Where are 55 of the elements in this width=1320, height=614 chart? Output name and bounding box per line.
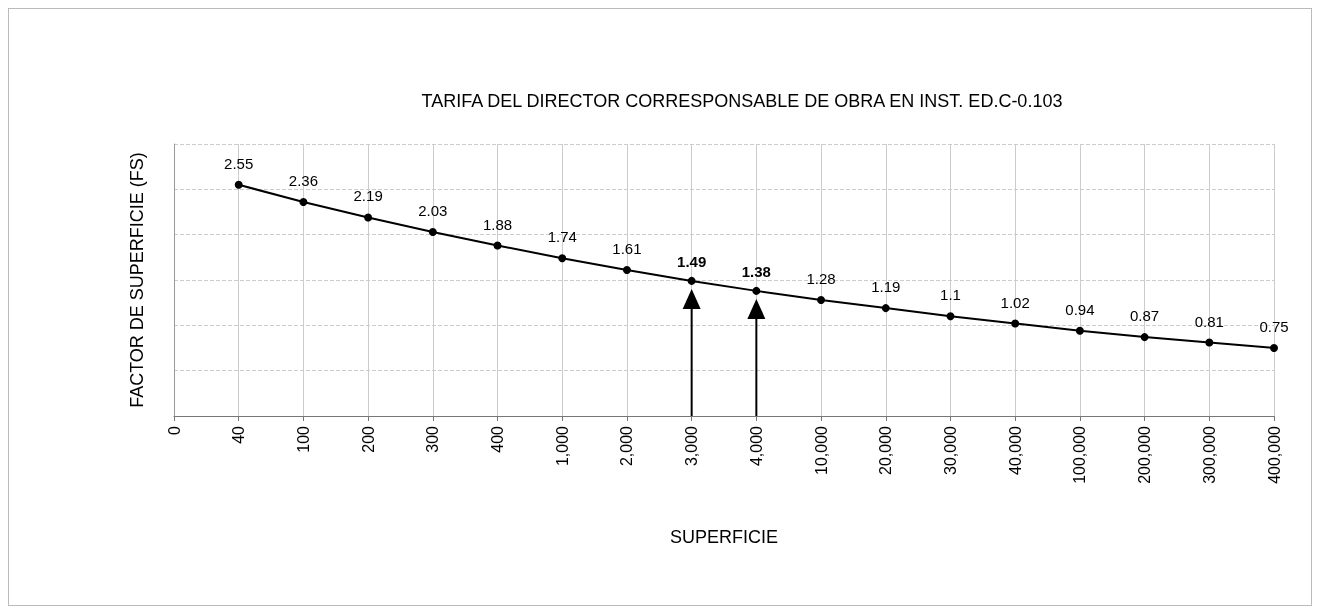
point bbox=[299, 198, 308, 207]
y-axis-title: FACTOR DE SUPERFICIE (FS) bbox=[127, 152, 147, 408]
point bbox=[881, 304, 890, 313]
x-tick-label: 400,000 bbox=[1265, 425, 1283, 484]
point bbox=[817, 295, 826, 304]
x-tick-label: 1,000 bbox=[553, 425, 571, 467]
x-axis-title: SUPERFICIE bbox=[669, 527, 779, 547]
x-tick-label: 100 bbox=[294, 425, 312, 453]
data-label: 1.28 bbox=[806, 269, 836, 287]
data-label: 1.74 bbox=[547, 228, 577, 246]
data-label: 1.88 bbox=[482, 215, 513, 233]
point bbox=[752, 286, 761, 295]
point bbox=[1075, 326, 1084, 335]
point bbox=[558, 254, 567, 263]
data-label: 1.61 bbox=[612, 240, 642, 258]
point bbox=[1011, 319, 1020, 328]
data-label: 1.19 bbox=[871, 278, 901, 296]
x-tick-label: 40,000 bbox=[1006, 425, 1024, 475]
point bbox=[1270, 344, 1278, 352]
point bbox=[493, 241, 502, 250]
point bbox=[946, 312, 955, 321]
x-tick-label: 0 bbox=[165, 425, 183, 435]
chart-title: TARIFA DEL DIRECTOR CORRESPONSABLE DE OBRA EN INST. ED.C-0.103 bbox=[421, 91, 1063, 111]
data-label: 2.03 bbox=[418, 201, 448, 219]
data-label: 1.1 bbox=[940, 286, 961, 304]
x-tick-label: 200 bbox=[359, 425, 377, 453]
point bbox=[234, 180, 243, 189]
x-tick-label: 300,000 bbox=[1200, 425, 1218, 484]
point bbox=[1205, 338, 1214, 347]
point bbox=[364, 213, 373, 222]
point bbox=[428, 227, 437, 236]
data-label: 0.94 bbox=[1065, 300, 1095, 318]
x-tick-label: 40 bbox=[230, 425, 248, 444]
x-tick-label: 20,000 bbox=[877, 425, 895, 475]
x-tick-label: 2,000 bbox=[618, 425, 636, 467]
x-tick-label: 400 bbox=[489, 425, 507, 453]
annotation: 1.49 bbox=[677, 252, 707, 270]
data-label: 2.55 bbox=[224, 154, 254, 172]
point bbox=[1140, 333, 1149, 342]
data-label: 2.19 bbox=[353, 187, 383, 205]
point bbox=[622, 266, 631, 275]
x-tick-label: 200,000 bbox=[1136, 425, 1154, 484]
x-tick-label: 300 bbox=[424, 425, 442, 453]
data-label: 0.75 bbox=[1259, 318, 1289, 335]
annotation: 1.38 bbox=[741, 262, 771, 280]
data-label: 1.02 bbox=[1000, 293, 1030, 311]
x-tick-label: 30,000 bbox=[941, 425, 959, 475]
point bbox=[687, 276, 696, 285]
x-tick-label: 10,000 bbox=[812, 425, 830, 475]
data-label: 0.81 bbox=[1194, 312, 1224, 330]
x-tick-label: 4,000 bbox=[747, 425, 765, 467]
data-label: 0.87 bbox=[1129, 307, 1160, 325]
x-tick-label: 3,000 bbox=[683, 425, 701, 467]
data-label: 2.36 bbox=[288, 172, 319, 190]
x-tick-label: 100,000 bbox=[1071, 425, 1089, 484]
